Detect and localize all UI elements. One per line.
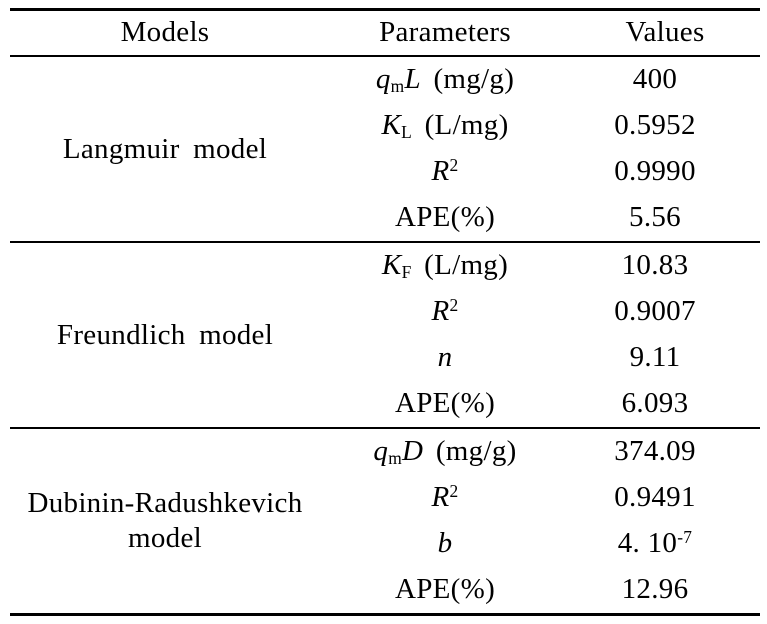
section-dubinin-radushkevich: Dubinin-Radushkevich model qmD (mg/g) 37… (10, 428, 760, 615)
section-freundlich: Freundlich model KF (L/mg) 10.83 R2 0.90… (10, 242, 760, 428)
parameter-superscript: 2 (449, 295, 459, 316)
value-cell: 6.093 (570, 381, 760, 428)
table-row: b 4. 10-7 (10, 521, 760, 567)
value-cell: 5.56 (570, 195, 760, 242)
value-text: 374.09 (614, 435, 696, 468)
parameter-cell: APE(%) (320, 381, 570, 428)
value-text: 5.56 (629, 201, 681, 234)
table-row: APE(%) 12.96 (10, 567, 760, 615)
parameter-cell: qmL (mg/g) (320, 56, 570, 103)
parameter-cell: R2 (320, 289, 570, 335)
parameter-superscript: 2 (449, 155, 459, 176)
value-text: 12.96 (621, 573, 689, 606)
table-row: Dubinin-Radushkevich model qmD (mg/g) 37… (10, 428, 760, 554)
model-name-cell: Dubinin-Radushkevich model (10, 428, 320, 615)
parameter-symbol: D (402, 435, 424, 468)
table-row: Langmuir model qmL (mg/g) 400 (10, 56, 760, 164)
value-text: 9.11 (629, 341, 681, 374)
value-exponent: -7 (677, 527, 693, 548)
parameter-subscript: m (388, 448, 403, 469)
model-name-line: Dubinin-Radushkevich (27, 487, 303, 520)
parameter-units: (L/mg) (412, 109, 509, 142)
parameter-symbol: R (431, 481, 450, 514)
parameter-units: (mg/g) (423, 435, 517, 468)
column-header-parameters: Parameters (379, 16, 511, 49)
parameter-cell: b (320, 521, 570, 567)
parameter-cell: KL (L/mg) (320, 103, 570, 149)
table-row: APE(%) 6.093 (10, 381, 760, 428)
parameter-units: (L/mg) (411, 249, 509, 282)
value-text: 0.9491 (614, 481, 696, 514)
parameter-symbol: R (431, 295, 450, 328)
value-cell: 0.9491 (570, 475, 760, 521)
model-name-line: Freundlich model (56, 318, 274, 351)
table-header: Models Parameters Values (10, 10, 760, 56)
parameter-cell: qmD (mg/g) (320, 428, 570, 475)
table-row: R2 0.9491 (10, 475, 760, 521)
value-text: 4. 10 (617, 527, 678, 560)
parameter-cell: R2 (320, 149, 570, 195)
parameter-symbol: K (381, 109, 402, 142)
parameter-cell: R2 (320, 475, 570, 521)
parameter-symbol: L (404, 63, 421, 96)
value-text: 400 (632, 63, 678, 96)
table-row: KL (L/mg) 0.5952 (10, 103, 760, 149)
parameter-units: APE(%) (394, 201, 496, 234)
model-name-line: model (128, 522, 202, 554)
value-cell: 374.09 (570, 428, 760, 475)
value-text: 10.83 (621, 249, 689, 282)
parameter-subscript: L (401, 122, 413, 143)
parameter-superscript: 2 (449, 481, 459, 502)
model-name-line: Langmuir model (62, 132, 268, 165)
value-text: 0.5952 (614, 109, 696, 142)
parameter-symbol: b (437, 527, 453, 560)
value-cell: 0.9990 (570, 149, 760, 195)
header-row: Models Parameters Values (10, 10, 760, 56)
model-name-cell: Langmuir model (10, 56, 320, 242)
value-cell: 4. 10-7 (570, 521, 760, 567)
parameter-subscript: F (401, 262, 412, 283)
parameter-symbol: K (381, 249, 402, 282)
value-cell: 400 (570, 56, 760, 103)
column-header-models: Models (120, 16, 210, 49)
parameter-cell: n (320, 335, 570, 381)
parameter-units: APE(%) (394, 573, 496, 606)
table-row: APE(%) 5.56 (10, 195, 760, 242)
parameter-cell: APE(%) (320, 567, 570, 615)
value-cell: 0.9007 (570, 289, 760, 335)
parameter-subscript: m (390, 76, 405, 97)
table-row: Freundlich model KF (L/mg) 10.83 (10, 242, 760, 350)
parameter-cell: KF (L/mg) (320, 242, 570, 289)
table-row: n 9.11 (10, 335, 760, 381)
value-text: 0.9007 (614, 295, 696, 328)
isotherm-parameters-table: Models Parameters Values Langmuir model … (10, 8, 760, 616)
value-cell: 0.5952 (570, 103, 760, 149)
parameter-units: (mg/g) (420, 63, 515, 96)
value-cell: 9.11 (570, 335, 760, 381)
value-text: 0.9990 (614, 155, 696, 188)
column-header-values: Values (625, 16, 705, 49)
parameter-symbol: R (431, 155, 450, 188)
value-cell: 10.83 (570, 242, 760, 289)
table-row: R2 0.9007 (10, 289, 760, 335)
parameter-symbol: q (373, 435, 389, 468)
value-text: 6.093 (621, 387, 689, 420)
section-langmuir: Langmuir model qmL (mg/g) 400 KL (L/mg) … (10, 56, 760, 242)
parameter-symbol: n (437, 341, 453, 374)
parameter-symbol: q (375, 63, 391, 96)
table-row: R2 0.9990 (10, 149, 760, 195)
model-name-cell: Freundlich model (10, 242, 320, 428)
value-cell: 12.96 (570, 567, 760, 615)
parameter-units: APE(%) (394, 387, 496, 420)
parameter-cell: APE(%) (320, 195, 570, 242)
